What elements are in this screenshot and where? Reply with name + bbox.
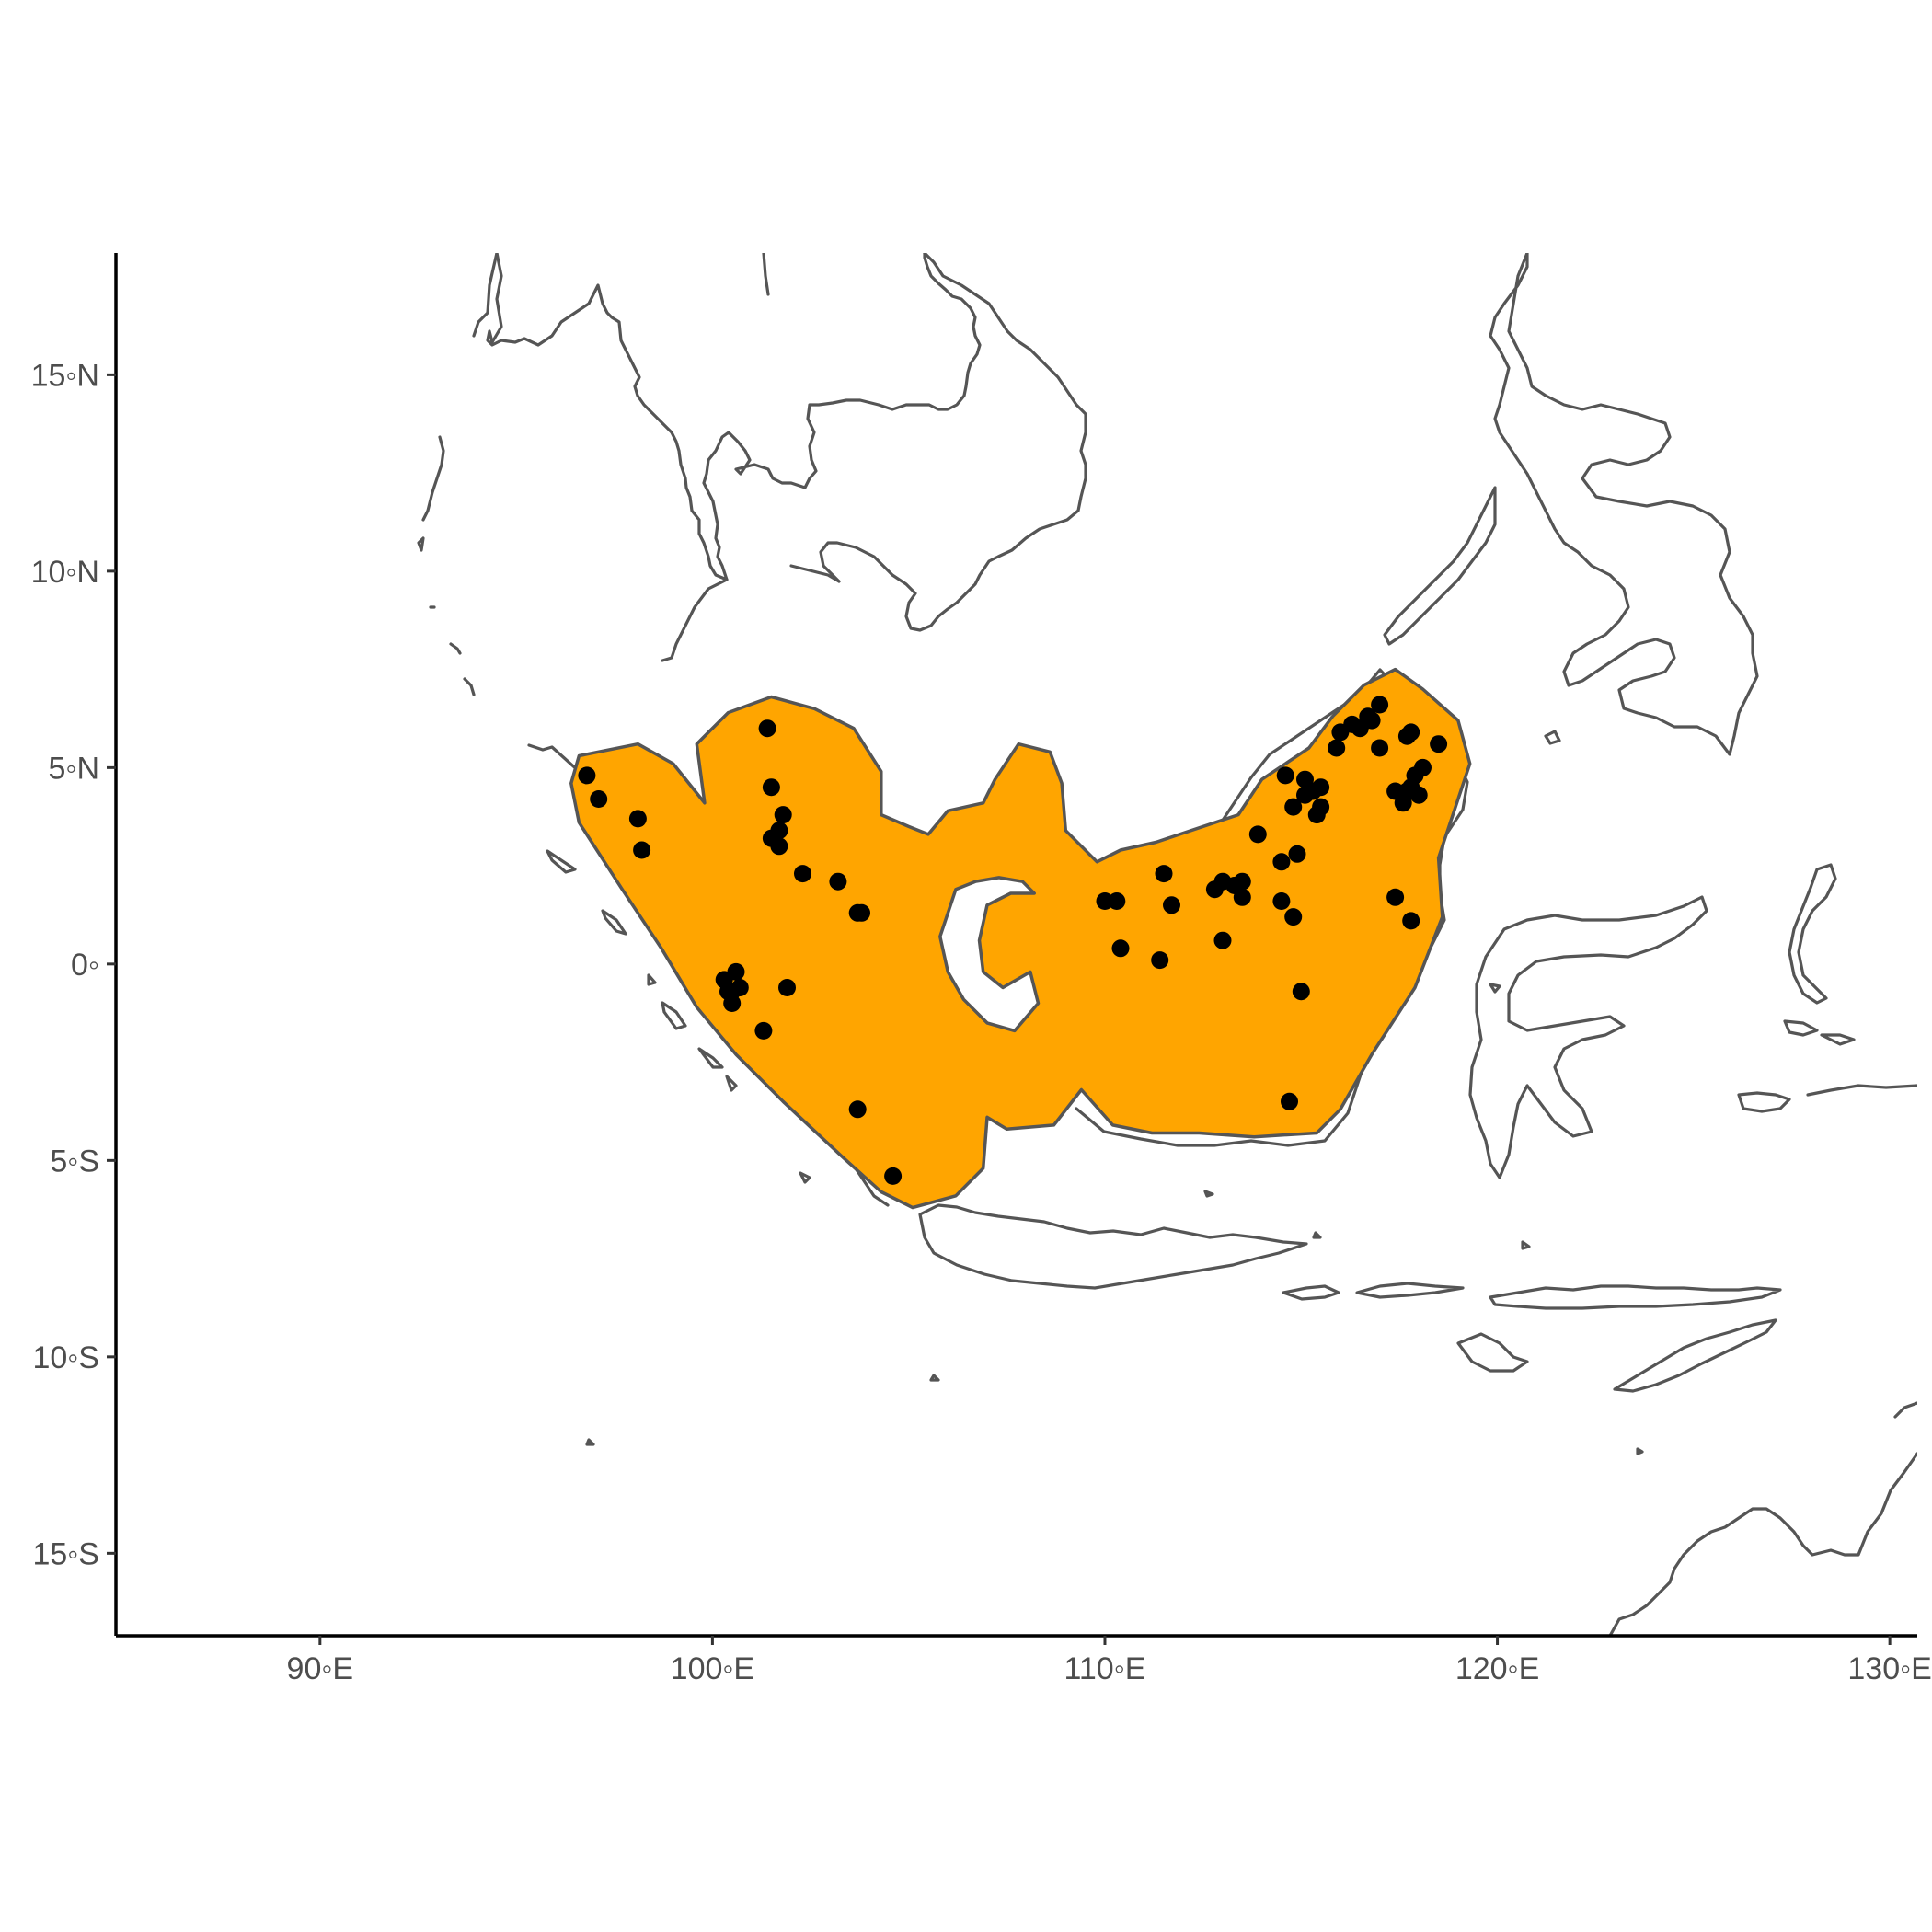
y-tick-label: 10◦S	[32, 1340, 99, 1375]
occurrence-point	[1312, 778, 1330, 797]
occurrence-point	[794, 865, 811, 883]
halmahera-maluku-coastline	[1737, 863, 1917, 1113]
occurrence-point	[1307, 806, 1326, 824]
occurrence-point	[1151, 951, 1169, 970]
occurrence-point	[853, 903, 870, 922]
occurrence-point	[762, 778, 780, 797]
x-ticks: 90◦E 100◦E 110◦E 120◦E 130◦E	[287, 1636, 1932, 1686]
occurrence-point	[774, 806, 792, 824]
malay-peninsula-coastline	[661, 564, 841, 662]
occurrence-point	[829, 872, 847, 891]
occurrence-point	[1409, 786, 1428, 804]
occurrence-point	[1108, 892, 1126, 910]
occurrence-point	[1397, 727, 1416, 745]
sulawesi-coastline	[1468, 895, 1708, 1179]
occurrence-point	[758, 719, 776, 738]
occurrence-point	[1111, 939, 1130, 958]
occurrence-point	[727, 962, 745, 981]
occurrence-points-layer	[578, 696, 1448, 1185]
occurrence-point	[1371, 739, 1389, 757]
occurrence-point	[1213, 931, 1232, 949]
y-tick-label: 5◦S	[50, 1144, 99, 1179]
small-islands	[585, 730, 1644, 1455]
occurrence-point	[1363, 711, 1381, 730]
philippines-coastline	[1489, 253, 1759, 756]
lesser-sunda-islands	[1282, 1282, 1782, 1310]
occurrence-point	[628, 810, 647, 828]
occurrence-point	[1292, 983, 1310, 1001]
occurrence-point	[1272, 892, 1291, 910]
vietnam-coastline	[819, 253, 1087, 632]
mainland-southeast-asia-coastline	[486, 253, 982, 581]
occurrence-point	[778, 979, 796, 996]
new-guinea-coastline	[1608, 1401, 1917, 1636]
occurrence-point	[1402, 912, 1420, 930]
occurrence-point	[1163, 896, 1180, 914]
occurrence-point	[1281, 1092, 1298, 1110]
occurrence-point	[1233, 872, 1251, 891]
species-range-layer	[569, 667, 1472, 1210]
occurrence-point	[1288, 845, 1306, 863]
y-tick-label: 15◦S	[32, 1536, 99, 1571]
occurrence-point	[1248, 825, 1267, 844]
occurrence-point	[754, 1021, 773, 1040]
y-tick-label: 10◦N	[31, 555, 99, 590]
occurrence-point	[1414, 758, 1432, 776]
species-range-polygon	[569, 667, 1472, 1210]
occurrence-point	[633, 841, 651, 859]
occurrence-point	[770, 837, 788, 856]
x-tick-label: 90◦E	[287, 1651, 354, 1686]
java-coastline	[918, 1203, 1308, 1290]
occurrence-point	[590, 790, 608, 808]
occurrence-point	[1272, 853, 1291, 871]
myanmar-andaman-coastline	[472, 253, 770, 338]
axes: 90◦E 100◦E 110◦E 120◦E 130◦E 15◦N 10◦N 5◦N 0◦ 5◦…	[31, 253, 1932, 1686]
occurrence-point	[723, 995, 742, 1012]
y-tick-label: 15◦N	[31, 358, 99, 393]
occurrence-point	[1284, 908, 1303, 926]
occurrence-point	[1328, 739, 1346, 757]
occurrence-point	[1284, 798, 1303, 816]
occurrence-point	[1371, 696, 1389, 714]
occurrence-point	[848, 1100, 867, 1119]
x-tick-label: 120◦E	[1455, 1651, 1539, 1686]
coastlines	[417, 253, 1917, 1636]
palawan-coastline	[1383, 486, 1497, 646]
occurrence-point	[578, 766, 596, 785]
x-tick-label: 130◦E	[1847, 1651, 1931, 1686]
y-ticks: 15◦N 10◦N 5◦N 0◦ 5◦S 10◦S 15◦S	[31, 358, 116, 1571]
andaman-islands	[417, 435, 476, 696]
occurrence-point	[1155, 865, 1173, 883]
x-tick-label: 110◦E	[1064, 1651, 1146, 1686]
occurrence-point	[1430, 735, 1448, 753]
occurrence-point	[1233, 888, 1251, 906]
sumatra-west-islands	[546, 849, 738, 1092]
timor-coastline	[1456, 1318, 1777, 1393]
y-tick-label: 5◦N	[48, 751, 99, 786]
occurrence-point	[884, 1167, 903, 1185]
y-tick-label: 0◦	[71, 948, 99, 983]
occurrence-point	[1276, 766, 1294, 785]
x-tick-label: 100◦E	[671, 1651, 754, 1686]
occurrence-point	[1386, 888, 1405, 906]
